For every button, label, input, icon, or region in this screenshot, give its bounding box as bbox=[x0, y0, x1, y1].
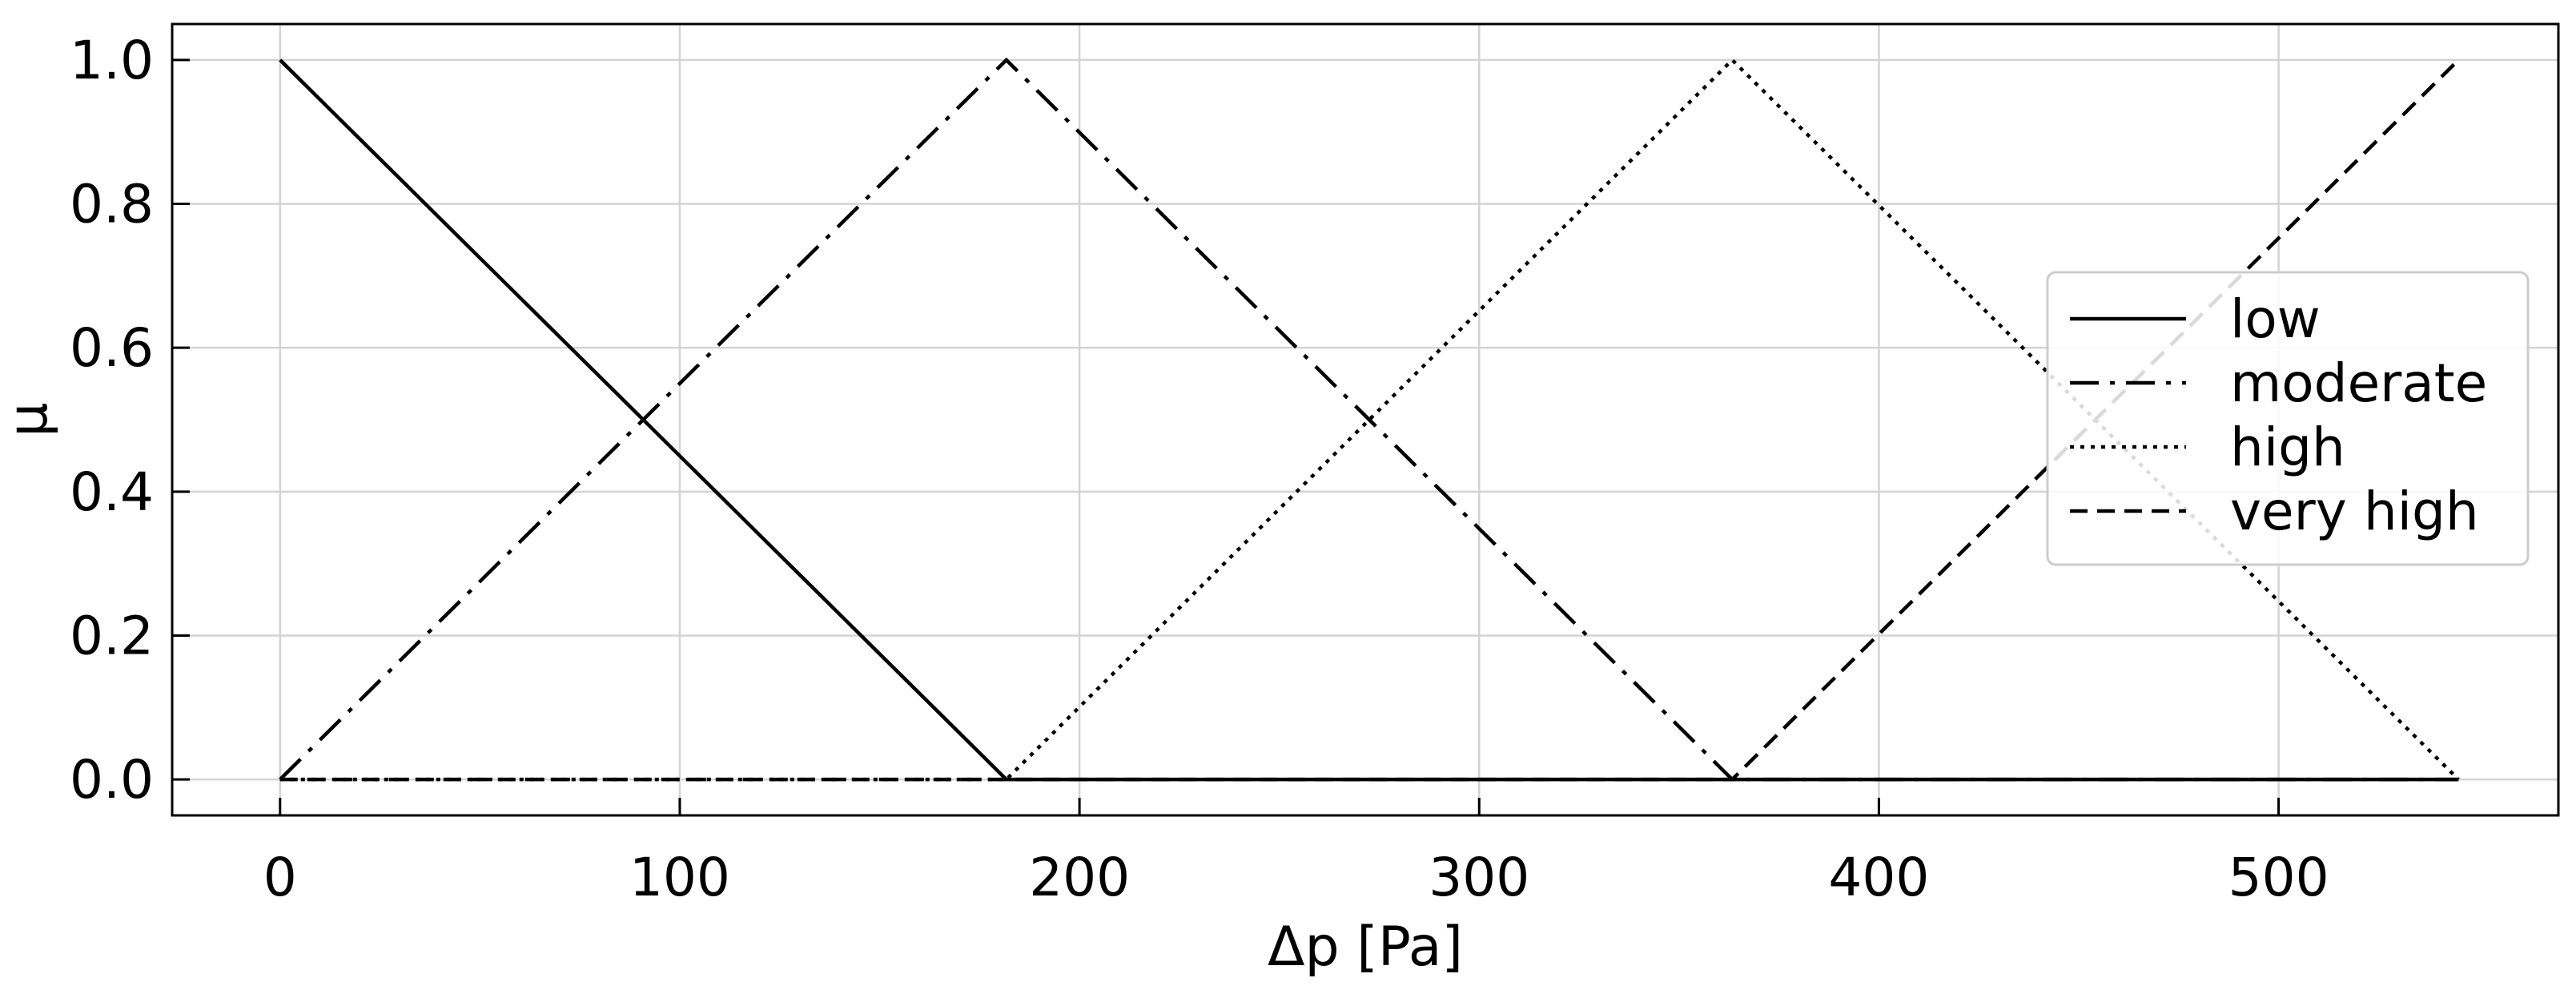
x-tick-label: 0 bbox=[263, 847, 297, 908]
series-line-moderate bbox=[279, 57, 2459, 782]
plot-frame bbox=[171, 22, 2560, 817]
x-axis-label: Δp [Pa] bbox=[1268, 916, 1463, 979]
axis-ticks: 0 100 200 300 400 500 0.0 0.2 0.4 0.6 0.8 1.0 bbox=[70, 30, 2329, 908]
legend-label: very high bbox=[2230, 481, 2479, 542]
y-tick-label: 0.0 bbox=[70, 749, 154, 811]
y-tick-label: 1.0 bbox=[70, 30, 154, 91]
x-tick-label: 500 bbox=[2228, 847, 2329, 908]
y-tick-label: 0.4 bbox=[70, 461, 154, 523]
legend-label: high bbox=[2230, 417, 2345, 478]
x-tick-label: 200 bbox=[1029, 847, 1130, 908]
y-tick-label: 0.8 bbox=[70, 174, 154, 235]
legend-label: low bbox=[2230, 288, 2321, 350]
x-tick-label: 400 bbox=[1828, 847, 1929, 908]
y-tick-label: 0.6 bbox=[70, 317, 154, 379]
legend-label: moderate bbox=[2230, 352, 2487, 414]
x-tick-label: 100 bbox=[629, 847, 730, 908]
y-axis-label: μ bbox=[0, 402, 60, 437]
y-tick-label: 0.2 bbox=[70, 605, 154, 666]
x-tick-label: 300 bbox=[1429, 847, 1529, 908]
legend-box bbox=[2046, 271, 2530, 566]
